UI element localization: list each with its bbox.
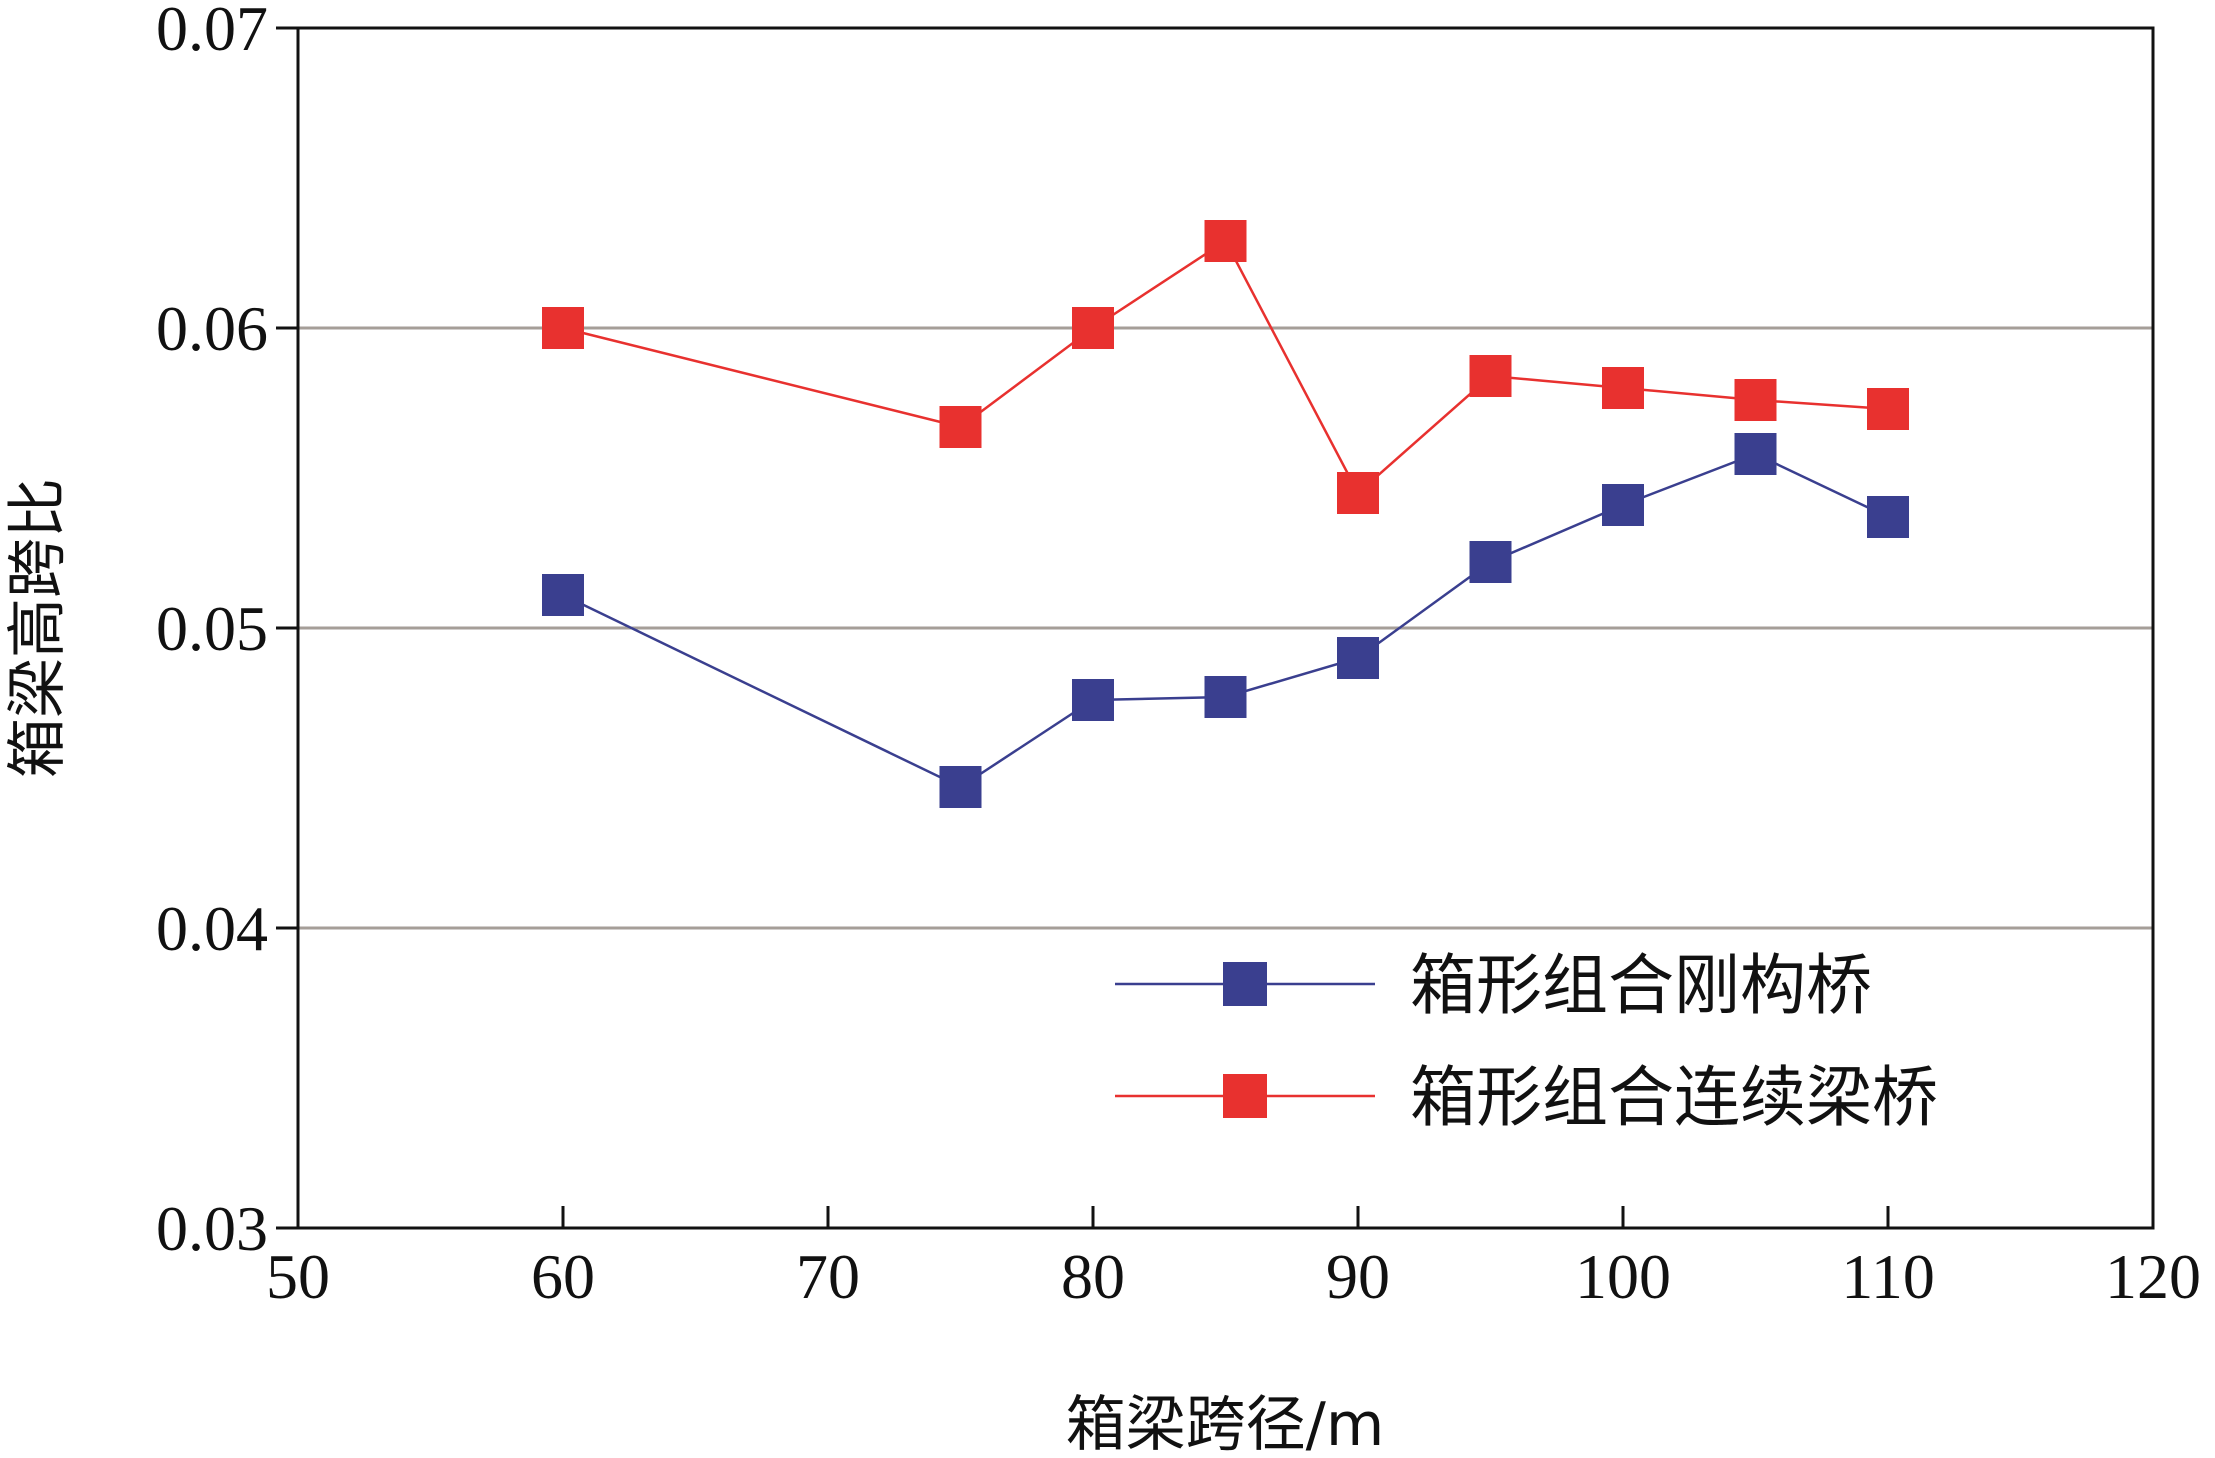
y-axis-title: 箱梁高跨比 bbox=[3, 478, 73, 778]
x-tick-label: 110 bbox=[1841, 1241, 1935, 1312]
legend-marker-series-2 bbox=[1223, 1074, 1267, 1118]
grid-lines bbox=[298, 326, 2153, 930]
data-point-marker bbox=[1734, 379, 1777, 421]
x-tick-label: 80 bbox=[1061, 1241, 1125, 1312]
data-point-marker bbox=[1867, 388, 1909, 430]
x-tick-label: 70 bbox=[796, 1241, 860, 1312]
data-point-marker bbox=[1337, 472, 1379, 514]
data-point-marker bbox=[1602, 484, 1644, 526]
data-point-marker bbox=[542, 574, 584, 616]
y-tick-label: 0.03 bbox=[156, 1193, 268, 1264]
y-axis-ticks: 0.03 0.04 0.05 0.06 0.07 bbox=[156, 0, 298, 1264]
data-point-marker bbox=[1337, 637, 1379, 679]
y-tick-label: 0.07 bbox=[156, 0, 268, 64]
x-tick-label: 100 bbox=[1575, 1241, 1671, 1312]
legend-label-series-1: 箱形组合刚构桥 bbox=[1410, 947, 1872, 1024]
x-tick-label: 120 bbox=[2105, 1241, 2201, 1312]
x-tick-label: 60 bbox=[531, 1241, 595, 1312]
data-point-marker bbox=[939, 406, 982, 448]
data-point-marker bbox=[939, 766, 982, 808]
data-point-marker bbox=[1469, 541, 1512, 583]
y-tick-label: 0.04 bbox=[156, 893, 268, 964]
series-2 bbox=[542, 220, 1909, 514]
series-line bbox=[562, 452, 1889, 789]
legend: 箱形组合刚构桥 箱形组合连续梁桥 bbox=[1115, 947, 1938, 1136]
data-point-marker bbox=[1204, 676, 1247, 718]
x-axis-ticks: 50 60 70 80 90 100 110 120 bbox=[266, 1206, 2201, 1312]
data-point-marker bbox=[1072, 307, 1114, 349]
x-tick-label: 90 bbox=[1326, 1241, 1390, 1312]
data-point-marker bbox=[1867, 496, 1909, 538]
legend-marker-series-1 bbox=[1223, 962, 1267, 1006]
x-tick-label: 50 bbox=[266, 1241, 330, 1312]
series-1 bbox=[542, 433, 1909, 808]
y-tick-label: 0.06 bbox=[156, 293, 268, 364]
x-axis-title: 箱梁跨径/m bbox=[1066, 1390, 1385, 1458]
data-point-marker bbox=[1602, 367, 1644, 409]
data-point-marker bbox=[1072, 679, 1114, 721]
y-tick-label: 0.05 bbox=[156, 593, 268, 664]
data-point-marker bbox=[1469, 355, 1512, 397]
data-point-marker bbox=[1204, 220, 1247, 262]
data-point-marker bbox=[542, 307, 584, 349]
legend-label-series-2: 箱形组合连续梁桥 bbox=[1410, 1059, 1938, 1136]
data-series bbox=[542, 220, 1909, 808]
data-point-marker bbox=[1734, 433, 1777, 475]
series-line bbox=[562, 239, 1889, 495]
